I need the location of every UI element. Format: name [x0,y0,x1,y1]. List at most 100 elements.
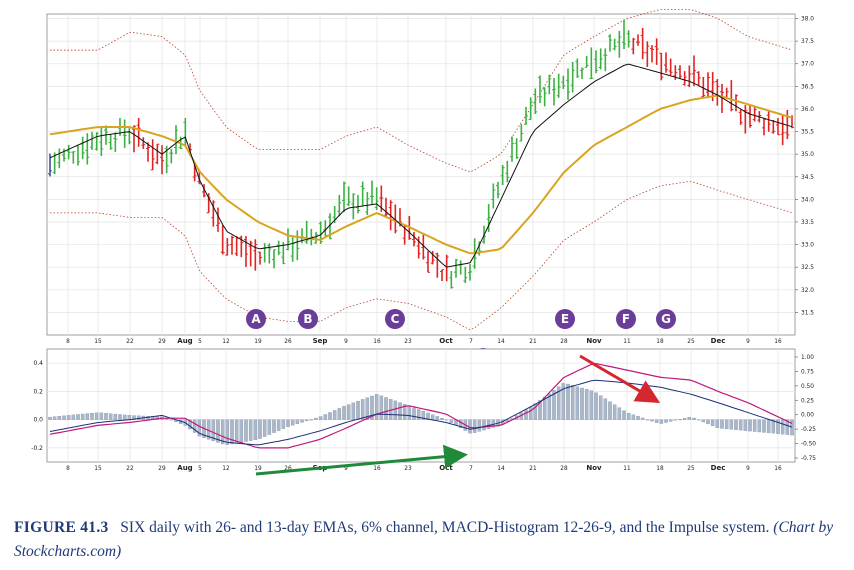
histogram-bar [239,419,244,443]
histogram-bar [304,419,309,422]
histogram-bar [664,419,668,423]
histogram-bar [323,414,328,420]
chart-canvas: 38.0 37.5 37.0 36.5 36.0 35.5 35.0 34.5 34.0 33.5… [31,9,816,476]
marker-f-label: F [622,312,630,326]
histogram-bar [673,419,678,421]
histogram-bar [743,419,748,431]
macd-x-tick-label: Aug [177,464,192,472]
histogram-bar [346,404,351,420]
histogram-bar [435,416,440,420]
marker-a-circle [246,309,266,329]
macd-x-tick-label: Oct [439,464,453,472]
price-x-tick-label: 7 [469,339,473,345]
histogram-bar [267,419,272,435]
price-x-tick-label: 19 [254,339,262,345]
histogram-bar [85,413,90,420]
histogram-bar [528,406,533,420]
macd-right-tick-label: 0.50 [801,384,814,390]
marker-e-label: E [561,312,569,326]
histogram-bar [542,396,547,420]
macd-x-tick-label: 7 [469,466,473,472]
histogram-bar [696,419,701,421]
figure-number: FIGURE 41.3 [14,519,109,536]
histogram-bar [253,419,258,441]
histogram-bar [66,415,71,420]
histogram-bar [640,417,645,420]
histogram-bar [421,411,426,420]
histogram-bar [790,419,794,436]
price-x-tick-label: 14 [497,339,505,345]
histogram-bar [440,417,444,420]
macd-x-tick-label: 16 [373,466,381,472]
macd-right-tick-label: -0.50 [801,442,816,448]
macd-x-tick-label: 28 [560,466,568,472]
histogram-bar [650,419,654,422]
histogram-bar [244,419,248,442]
histogram-bar [715,419,720,428]
macd-x-tick-label: 9 [746,466,750,472]
price-x-tick-label: 12 [222,339,230,345]
macd-left-tick-label: -0.2 [31,445,43,452]
histogram-bar [234,419,239,444]
histogram-bar [547,393,552,420]
histogram-bar [748,419,752,432]
histogram-bar [309,419,314,421]
channel-upper-line [50,9,793,173]
marker-f-circle [616,309,636,329]
histogram-bar [230,419,234,445]
histogram-bar [757,419,762,433]
price-y-tick-label: 34.0 [801,197,814,203]
histogram-bar [360,399,365,420]
histogram-bar [113,413,118,420]
histogram-bar [552,390,556,420]
histogram-bar [482,419,486,431]
histogram-bar [617,407,622,420]
histogram-bar [118,414,122,420]
marker-g-circle [656,309,676,329]
macd-x-tick-label: 8 [66,466,70,472]
histogram-bar [654,419,659,423]
price-x-tick-label: 16 [774,339,782,345]
histogram-bar [108,413,113,420]
histogram-bar [286,419,290,427]
histogram-bar [402,404,407,420]
ema-13-line [49,63,793,268]
caption-credit: (Chart by Stockcharts.com) [14,519,834,560]
histogram-bar [62,415,66,420]
macd-x-tick-label: Nov [586,464,602,472]
histogram-bar [300,419,304,423]
macd-x-tick-label: 22 [126,466,134,472]
histogram-bar [486,419,491,429]
histogram-bar [225,419,230,445]
price-y-tick-label: 34.5 [801,175,814,181]
marker-b-label: B [303,312,312,326]
histogram-bar [197,419,202,437]
macd-x-tick-label: 19 [254,466,262,472]
red-divergence-arrow [579,354,661,404]
price-y-tick-label: 36.5 [801,84,814,90]
histogram-bar [687,417,692,420]
histogram-bar [766,419,771,434]
histogram-bar [608,401,612,420]
histogram-bar [374,394,379,420]
histogram-bar [76,414,80,420]
macd-x-tick-label: 25 [687,466,695,472]
histogram-bar [472,419,477,433]
histogram-bar [682,418,687,420]
channel-lower-line [50,181,793,331]
histogram-bar [407,405,412,420]
histogram-bar [136,415,141,420]
macd-right-tick-label: 0.25 [801,398,814,404]
macd-x-tick-label: 12 [222,466,230,472]
macd-x-tick-label: 18 [656,466,664,472]
histogram-bar [351,402,356,420]
histogram-bar [169,419,174,421]
histogram-bar [729,419,734,430]
histogram-bar [328,412,332,420]
histogram-bar [706,419,710,425]
price-y-tick-label: 36.0 [801,107,814,113]
histogram-bar [90,412,94,420]
marker-e-circle [555,309,575,329]
price-x-tick-label: 5 [198,339,202,345]
price-y-tick-label: 31.5 [801,310,814,316]
